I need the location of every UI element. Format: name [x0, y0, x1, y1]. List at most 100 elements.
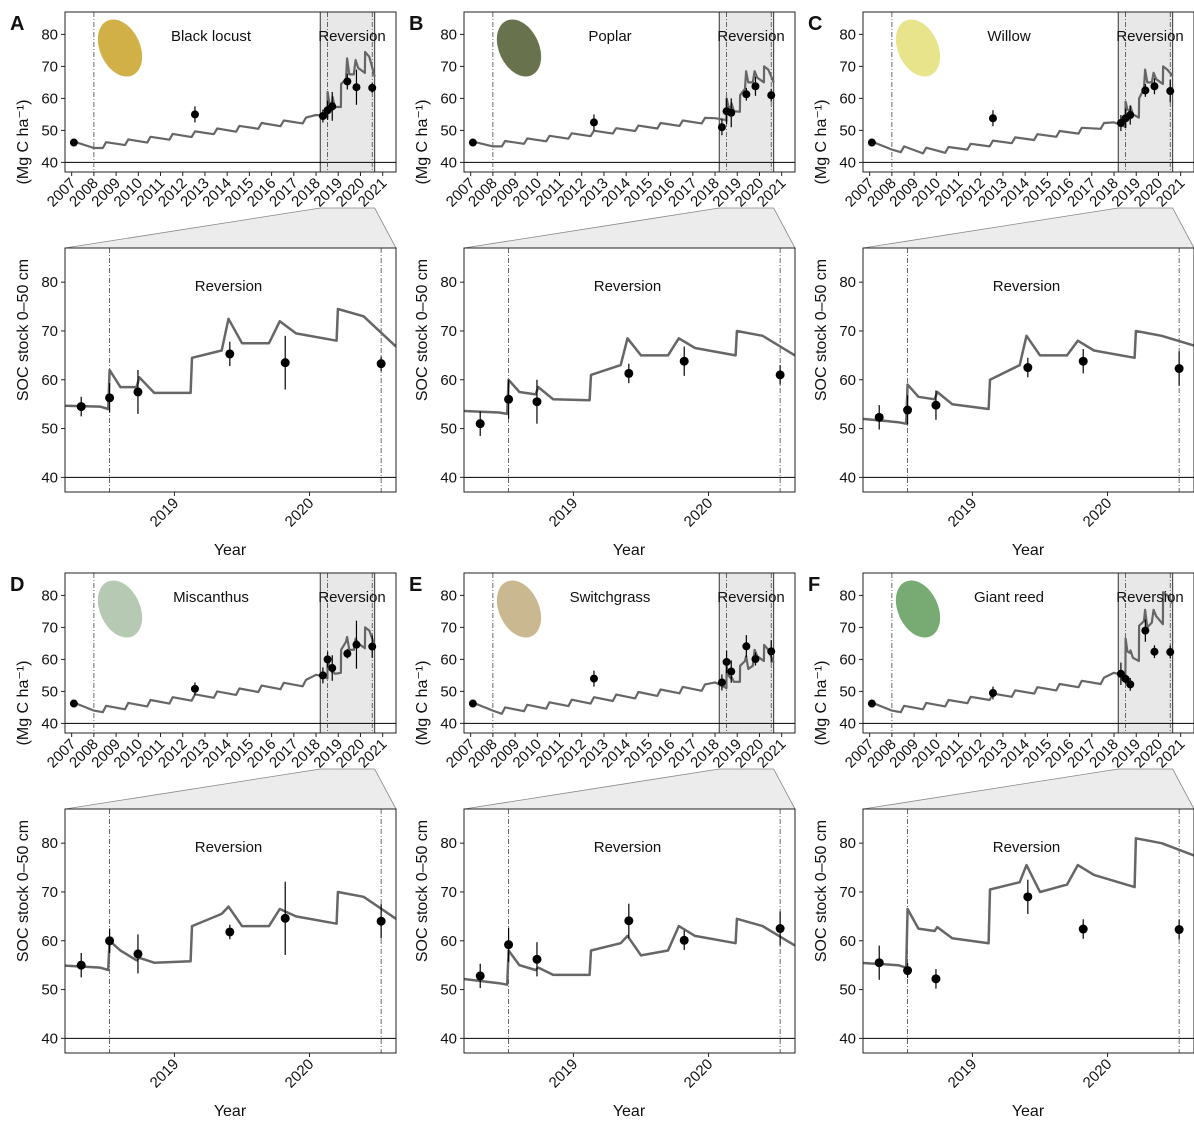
- observed-point: [323, 655, 332, 664]
- x-tick-label: 2020: [282, 495, 318, 531]
- y-tick-label: 50: [41, 982, 58, 999]
- x-tick-label: 2019: [546, 495, 582, 531]
- panel-title: Poplar: [588, 28, 631, 45]
- y-tick-label: 70: [440, 323, 457, 340]
- y-tick-label: 40: [41, 469, 58, 486]
- y-tick-label: 50: [839, 982, 856, 999]
- panel-letter: D: [10, 574, 24, 596]
- observed-point: [475, 971, 485, 981]
- observed-point: [775, 924, 785, 934]
- annotation: Reversion: [318, 589, 386, 606]
- panel-title: Willow: [987, 28, 1030, 45]
- observed-point: [280, 913, 290, 923]
- annotation: Reversion: [717, 589, 785, 606]
- observed-point: [1141, 86, 1150, 95]
- model-line: [472, 65, 775, 148]
- plant-icon: [97, 580, 143, 638]
- observed-point: [775, 370, 785, 380]
- y-tick-label: 70: [839, 884, 856, 901]
- panel-letter: A: [10, 13, 24, 35]
- observed-point: [742, 642, 751, 651]
- observed-point: [1121, 674, 1130, 683]
- y-tick-label: 40: [440, 469, 457, 486]
- model-line: [464, 329, 795, 416]
- observed-point: [328, 102, 337, 111]
- observed-point: [190, 684, 199, 693]
- plot-area: [863, 573, 1194, 733]
- observed-point: [1166, 648, 1175, 657]
- observed-point: [624, 368, 634, 378]
- y-axis-unit: (Mg C ha⁻¹): [414, 100, 431, 185]
- annotation: Reversion: [993, 839, 1061, 856]
- observed-point: [504, 940, 514, 950]
- observed-point: [931, 974, 941, 984]
- y-tick-label: 70: [839, 323, 856, 340]
- x-axis-label: Year: [613, 542, 646, 559]
- x-tick-label: 2019: [945, 495, 981, 531]
- plot-area: [65, 248, 396, 492]
- y-tick-label: 80: [41, 26, 58, 43]
- y-tick-label: 50: [839, 421, 856, 438]
- x-axis-label: Year: [214, 1103, 247, 1120]
- y-axis-unit: (Mg C ha⁻¹): [414, 661, 431, 746]
- observed-point: [679, 935, 689, 945]
- observed-point: [751, 655, 760, 664]
- y-tick-label: 50: [41, 683, 58, 700]
- observed-point: [69, 138, 78, 147]
- observed-point: [903, 966, 913, 976]
- plot-area: [863, 12, 1194, 172]
- observed-point: [722, 657, 731, 666]
- observed-point: [318, 112, 327, 120]
- observed-point: [1116, 669, 1125, 678]
- annotation: Reversion: [195, 278, 263, 295]
- y-tick-label: 50: [440, 982, 457, 999]
- y-tick-label: 60: [440, 90, 457, 107]
- panel-letter: F: [808, 574, 820, 596]
- observed-point: [874, 958, 884, 968]
- observed-point: [589, 118, 598, 127]
- y-tick-label: 70: [440, 884, 457, 901]
- zoom-connector: [862, 207, 1194, 249]
- zoom-connector: [64, 768, 397, 810]
- observed-point: [717, 123, 726, 132]
- x-axis-label: Year: [613, 1103, 646, 1120]
- observed-point: [76, 402, 86, 412]
- y-axis-unit: (Mg C ha⁻¹): [15, 100, 32, 185]
- panel-title: Giant reed: [974, 589, 1044, 606]
- model-line: [73, 50, 376, 150]
- y-tick-label: 50: [440, 683, 457, 700]
- model-line: [464, 917, 795, 986]
- plant-icon: [496, 580, 542, 638]
- y-axis-unit: (Mg C ha⁻¹): [15, 661, 32, 746]
- plot-area: [65, 809, 396, 1053]
- plant-icon: [496, 19, 542, 77]
- observed-point: [727, 108, 736, 117]
- observed-point: [624, 916, 634, 926]
- observed-point: [767, 647, 776, 656]
- plot-frame: [463, 572, 796, 734]
- observed-point: [679, 356, 689, 366]
- annotation: Reversion: [594, 839, 662, 856]
- y-axis-label: SOC stock 0–50 cm: [813, 259, 830, 401]
- observed-point: [318, 671, 327, 680]
- observed-point: [504, 394, 514, 404]
- y-tick-label: 80: [839, 835, 856, 852]
- observed-point: [343, 649, 352, 658]
- plot-area: [863, 809, 1194, 1053]
- y-tick-label: 60: [839, 651, 856, 668]
- annotation: Reversion: [594, 278, 662, 295]
- y-tick-label: 60: [839, 90, 856, 107]
- observed-point: [475, 419, 485, 429]
- panel: 4050607080200720082009201020112012201320…: [808, 11, 1194, 559]
- observed-point: [1023, 363, 1033, 373]
- panel-letter: B: [409, 13, 423, 35]
- model-line: [65, 307, 396, 411]
- annotation: Reversion: [1116, 589, 1184, 606]
- panel: 4050607080200720082009201020112012201320…: [409, 11, 796, 559]
- reversion-shade: [319, 12, 376, 172]
- plant-icon: [895, 580, 941, 638]
- observed-point: [343, 77, 352, 86]
- y-tick-label: 70: [440, 58, 457, 75]
- model-line: [65, 890, 396, 972]
- y-tick-label: 50: [41, 421, 58, 438]
